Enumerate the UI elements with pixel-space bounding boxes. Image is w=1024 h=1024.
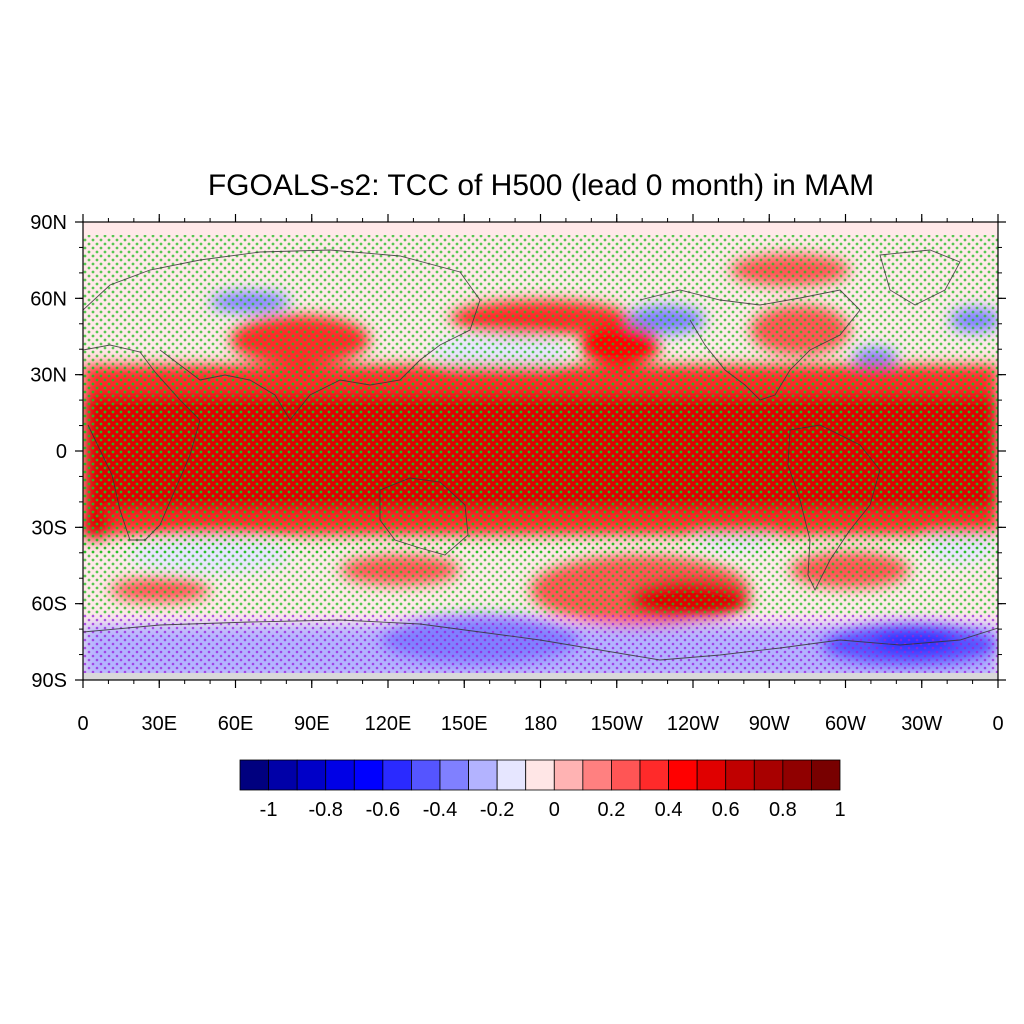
significance-stippling [83, 235, 998, 680]
lat-tick-label: 30N [30, 365, 67, 387]
colorbar-tick-label: 0.2 [598, 799, 626, 821]
colorbar-tick-label: 0 [549, 799, 560, 821]
colorbar-swatch [668, 759, 698, 791]
colorbar-tick-label: -0.2 [480, 799, 514, 821]
colorbar-swatch [782, 759, 812, 791]
colorbar-tick-label: 0.8 [769, 799, 797, 821]
lon-tick-label: 150W [591, 713, 643, 735]
colorbar-tick-label: -0.6 [366, 799, 400, 821]
colorbar-swatch [639, 759, 669, 791]
colorbar-swatch [468, 759, 498, 791]
colorbar-tick-label: 0.4 [655, 799, 683, 821]
map-ticks: 90N 60N 30N 0 30S 60S 90S 0 30E 60E 90E 120E 150E 180… [30, 212, 1006, 735]
lat-tick-label: 90N [30, 212, 67, 234]
stipple-antarctic [83, 615, 998, 680]
coastline-north-america [639, 289, 861, 401]
coastlines [83, 249, 998, 661]
colorbar-swatch [553, 759, 584, 791]
colorbar-swatch [525, 759, 555, 791]
colorbar-tick-label: 0.6 [712, 799, 740, 821]
colorbar-tick-label: 1 [834, 799, 845, 821]
lon-tick-label: 30E [141, 713, 177, 735]
lon-tick-label: 0 [77, 713, 88, 735]
lat-tick-label: 60N [30, 288, 67, 310]
colorbar-tick-label: -1 [260, 799, 278, 821]
lat-tick-label: 60S [31, 594, 67, 616]
colorbar-swatch [411, 759, 441, 791]
colorbar-swatch [239, 759, 269, 791]
coastline-africa [83, 344, 201, 541]
colorbar-swatch [611, 759, 641, 791]
stipple-northern-band [83, 235, 998, 365]
stipple-tropics [83, 365, 998, 555]
coastline-australia [379, 477, 469, 556]
colorbar-swatch [439, 759, 469, 791]
lat-tick-label: 30S [31, 517, 67, 539]
polar-missing-band [83, 673, 998, 680]
lon-tick-label: 120W [667, 713, 719, 735]
lon-tick-label: 90W [749, 713, 790, 735]
colorbar-swatch [811, 759, 841, 791]
colorbar-swatch [696, 759, 727, 791]
colorbar-swatch [268, 759, 298, 791]
colorbar-swatch [296, 759, 327, 791]
lon-tick-label: 60W [825, 713, 866, 735]
lat-tick-label: 90S [31, 670, 67, 692]
colorbar-swatch [325, 759, 355, 791]
colorbar-swatch [582, 759, 612, 791]
lon-tick-label: 0 [992, 713, 1003, 735]
lon-tick-label: 150E [441, 713, 488, 735]
lat-tick-label: 0 [56, 441, 67, 463]
colorbar-swatch [753, 759, 784, 791]
coastline-south-america [787, 424, 881, 592]
colorbar-swatch [353, 759, 384, 791]
map-panel [83, 222, 998, 680]
stipple-southern-band [83, 555, 998, 615]
lon-tick-label: 120E [365, 713, 412, 735]
colorbar-swatch [725, 759, 755, 791]
map-title: FGOALS-s2: TCC of H500 (lead 0 month) in… [208, 169, 874, 202]
colorbar-tick-label: -0.8 [308, 799, 342, 821]
colorbar-tick-label: -0.4 [423, 799, 457, 821]
lon-tick-label: 90E [294, 713, 330, 735]
coastline-greenland [879, 249, 961, 306]
colorbar-swatch [382, 759, 412, 791]
coastline-antarctica [83, 619, 998, 661]
colorbar-swatch [496, 759, 527, 791]
lon-tick-label: 180 [524, 713, 557, 735]
lon-tick-label: 60E [218, 713, 254, 735]
coastline-eurasia [83, 249, 481, 421]
lon-tick-label: 30W [901, 713, 942, 735]
colorbar: -1 -0.8 -0.6 -0.4 -0.2 0 0.2 0.4 0.6 0.8 1 [239, 759, 846, 821]
